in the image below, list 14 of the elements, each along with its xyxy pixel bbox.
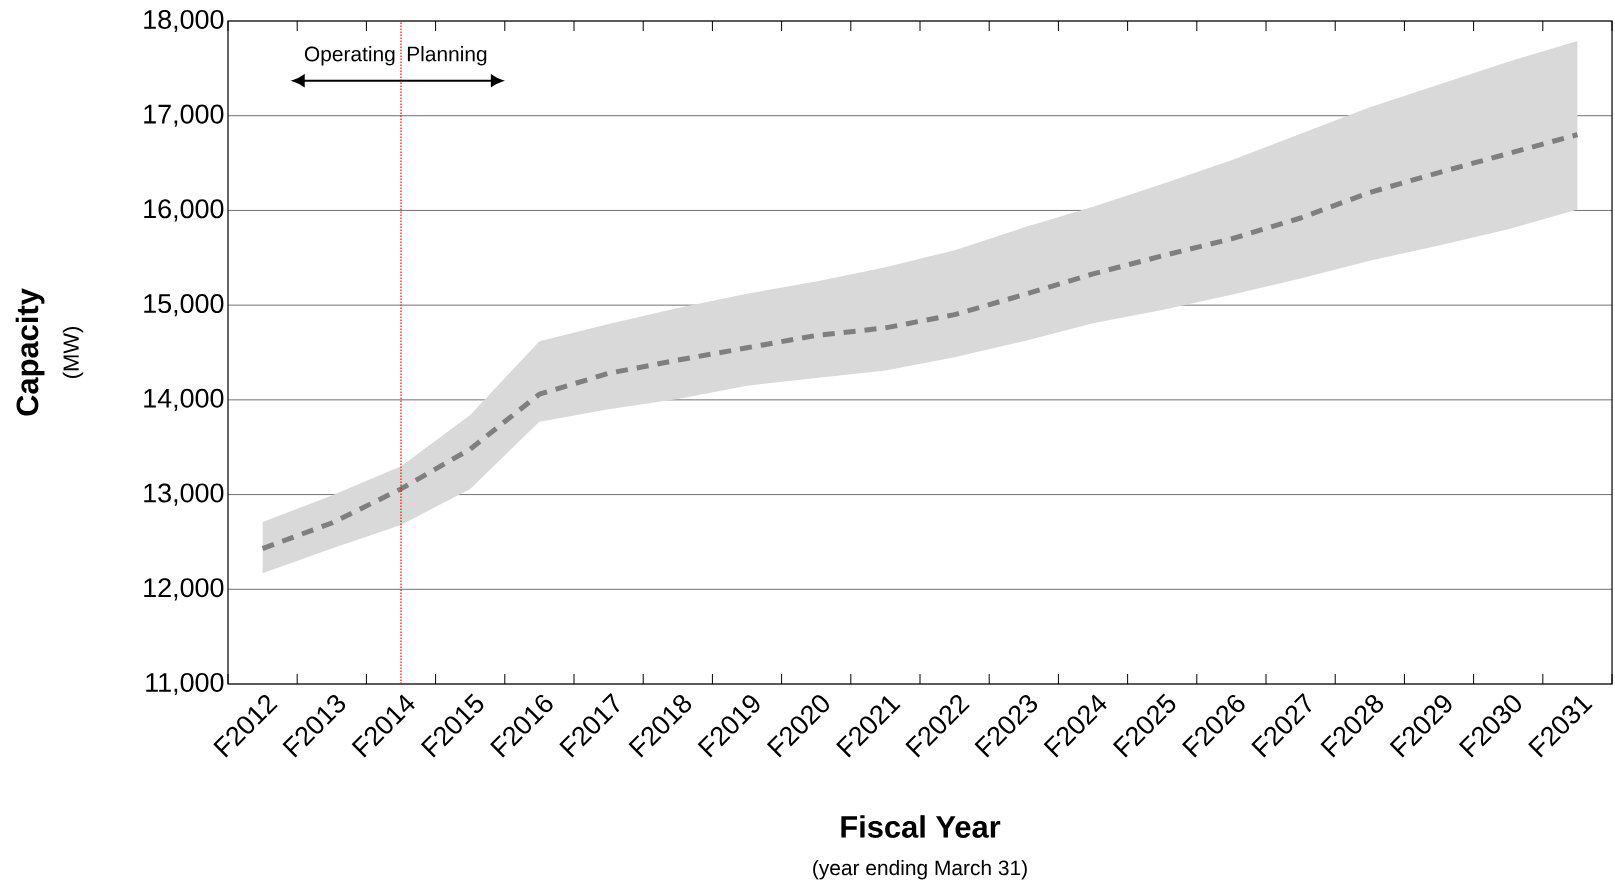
y-tick-label: 16,000 <box>144 199 224 222</box>
y-tick-label: 13,000 <box>144 483 224 506</box>
y-axis-title: Capacity <box>15 288 45 416</box>
y-tick-label: 18,000 <box>144 9 224 33</box>
text: (MW) <box>62 327 84 378</box>
y-tick-label: 11,000 <box>146 672 224 696</box>
y-tick-label: 15,000 <box>144 294 224 317</box>
x-axis-title: Fiscal Year <box>841 815 1001 838</box>
text: (year ending March 31) <box>813 859 1027 880</box>
annotation: Planning <box>407 46 487 66</box>
y-tick-label: 12,000 <box>144 578 224 601</box>
y-tick-label: 14,000 <box>144 388 224 411</box>
annotation: Operating <box>304 46 395 66</box>
y-tick-label: 17,000 <box>144 104 224 127</box>
